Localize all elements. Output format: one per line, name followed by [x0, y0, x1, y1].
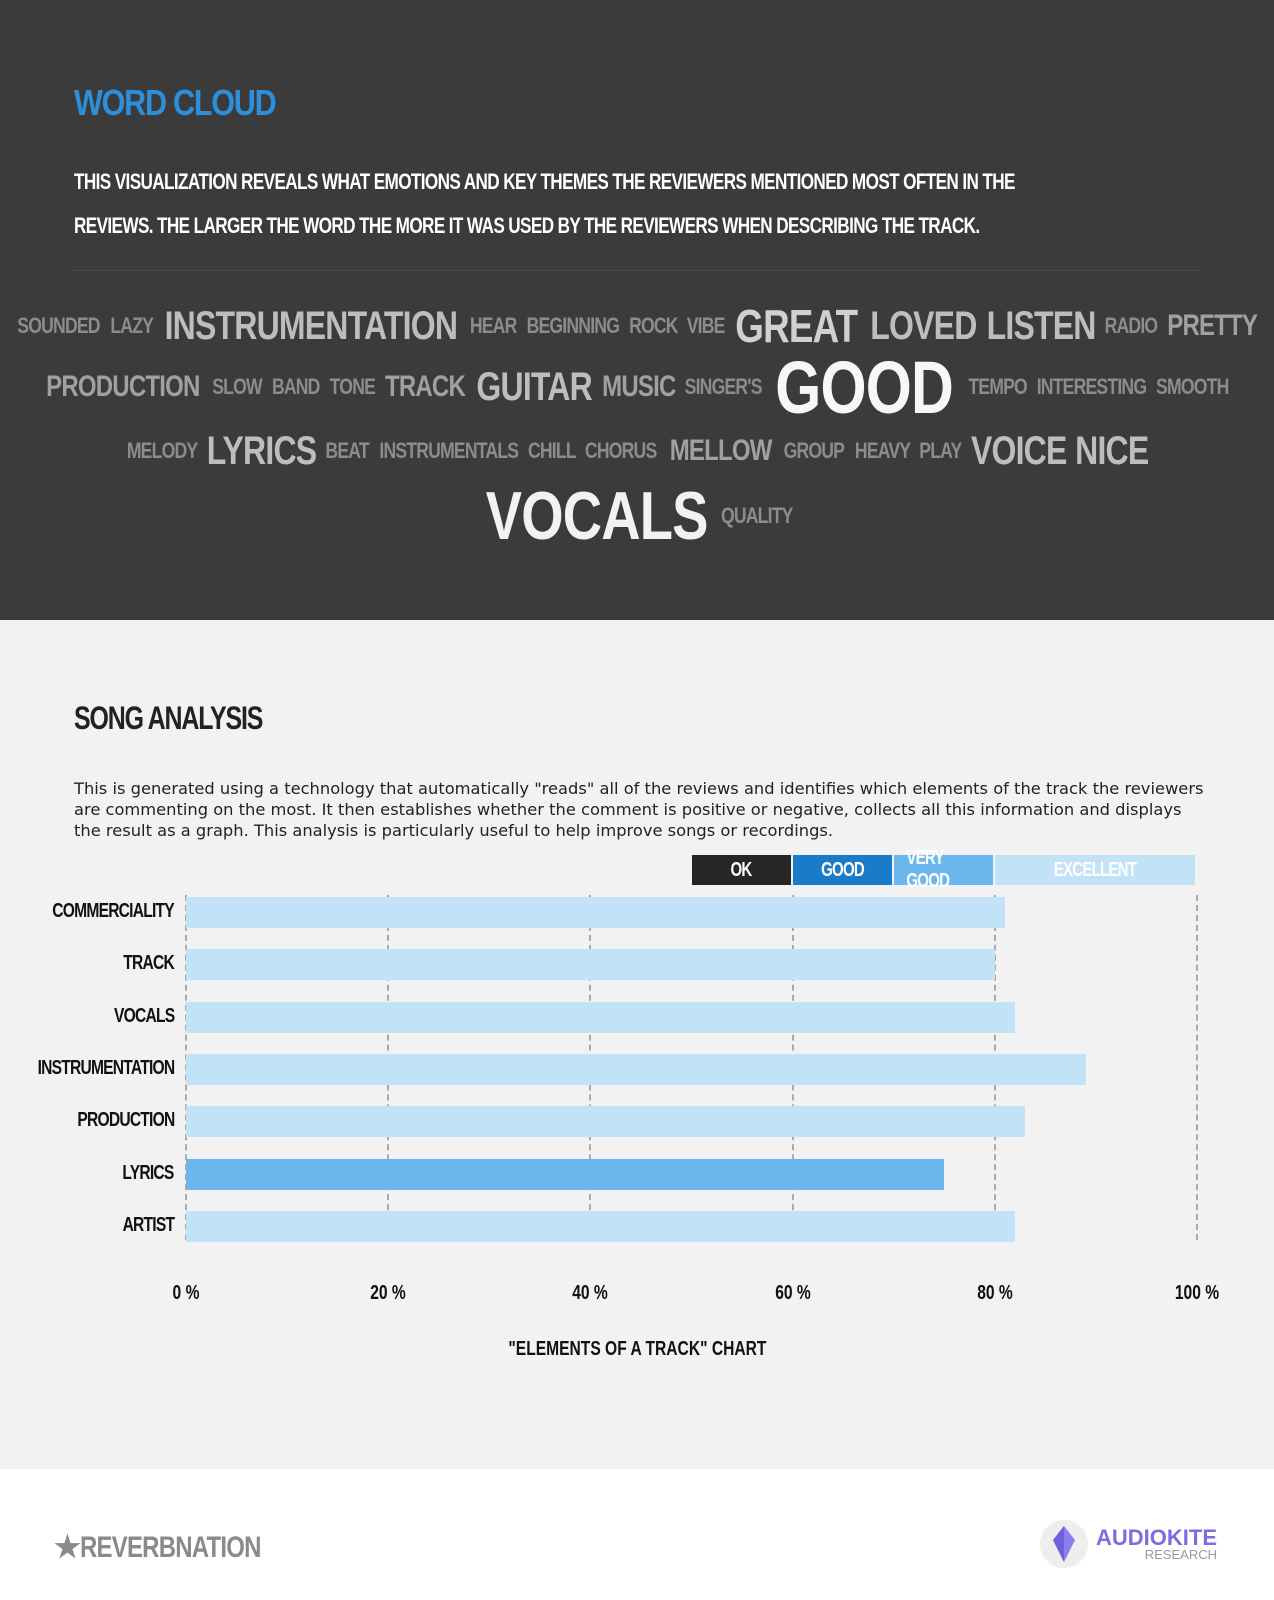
- word-great: GREAT: [734, 300, 858, 352]
- bar-vocals: [186, 1001, 1016, 1033]
- word-heavy: HEAVY: [854, 438, 910, 463]
- word-group: GROUP: [783, 438, 845, 463]
- legend-excellent: EXCELLENT: [994, 855, 1195, 885]
- song-analysis-description: This is generated using a technology tha…: [74, 779, 1204, 840]
- x-tick-label: 80 %: [977, 1282, 1013, 1304]
- chart-title: "ELEMENTS OF A TRACK" CHART: [0, 1338, 1274, 1361]
- word-sounded: SOUNDED: [17, 313, 100, 338]
- word-lyrics: LYRICS: [207, 428, 317, 473]
- word-rock: ROCK: [628, 313, 678, 338]
- word-instrumentation: INSTRUMENTATION: [164, 303, 458, 348]
- word-tone: TONE: [329, 374, 375, 399]
- word-pretty: PRETTY: [1167, 309, 1258, 342]
- bar-commerciality: [186, 897, 1005, 928]
- audiokite-sub: RESEARCH: [1144, 1546, 1217, 1562]
- word-chill: CHILL: [527, 438, 577, 463]
- word-beginning: BEGINNING: [526, 313, 619, 338]
- legend-good: GOOD: [792, 855, 892, 885]
- word-lazy: LAZY: [109, 313, 154, 338]
- legend-label: OK: [730, 858, 753, 881]
- word-production: PRODUCTION: [46, 370, 200, 403]
- word-band: BAND: [271, 374, 320, 399]
- legend-very-good: VERY GOOD: [893, 847, 993, 892]
- kite-icon: [1040, 1520, 1088, 1568]
- word-slow: SLOW: [211, 374, 262, 399]
- song-analysis-section: [0, 620, 1274, 1469]
- word-nice: NICE: [1075, 428, 1149, 473]
- bar-lyrics: [186, 1158, 945, 1190]
- category-label: TRACK: [123, 952, 174, 975]
- divider: [74, 270, 1200, 271]
- word-cloud-row: MELODY LYRICS BEAT INSTRUMENTALS CHILL CHORUS…: [60, 418, 1214, 484]
- audiokite-text: AUDIOKITE: [1096, 1524, 1217, 1550]
- bar-track: [186, 949, 995, 981]
- bar-production: [186, 1106, 1026, 1138]
- gridline: [1196, 895, 1198, 1240]
- legend-label: VERY GOOD: [906, 847, 950, 892]
- category-label: ARTIST: [122, 1213, 174, 1236]
- word-tempo: TEMPO: [968, 374, 1027, 399]
- word-cloud-section: WORD CLOUD This visualization reveals wh…: [0, 0, 1274, 620]
- star-icon: ★: [54, 1531, 81, 1564]
- word-smooth: SMOOTH: [1156, 374, 1229, 399]
- word-radio: RADIO: [1104, 313, 1159, 338]
- word-cloud-title: WORD CLOUD: [74, 82, 277, 123]
- word-play: PLAY: [919, 438, 962, 463]
- word-voice: VOICE: [970, 428, 1067, 473]
- word-beat: BEAT: [325, 438, 370, 463]
- word-guitar: GUITAR: [476, 364, 592, 409]
- word-vibe: VIBE: [686, 313, 726, 338]
- legend-label: GOOD: [820, 858, 865, 881]
- word-cloud-description: This visualization reveals what emotions…: [74, 169, 1015, 238]
- reverbnation-text: REVERBNATION: [79, 1530, 261, 1564]
- bar-instrumentation: [186, 1053, 1086, 1085]
- word-good: GOOD: [775, 345, 954, 429]
- word-loved: LOVED: [869, 303, 977, 348]
- legend-ok: OK: [691, 855, 791, 885]
- word-listen: LISTEN: [986, 303, 1097, 348]
- legend-label: EXCELLENT: [1053, 858, 1137, 881]
- word-singers: SINGER'S: [684, 374, 762, 399]
- bar-artist: [186, 1210, 1016, 1242]
- category-label: PRODUCTION: [76, 1109, 175, 1132]
- word-cloud-row: SOUNDED LAZY INSTRUMENTATION HEAR BEGINNING R…: [17, 296, 1258, 356]
- word-music: MUSIC: [602, 370, 676, 403]
- chart-title-text: "ELEMENTS OF A TRACK" CHART: [507, 1338, 767, 1360]
- word-track: TRACK: [385, 370, 466, 403]
- x-tick-label: 0 %: [172, 1282, 200, 1304]
- song-analysis-title: SONG ANALYSIS: [74, 700, 263, 736]
- word-cloud: SOUNDED LAZY INSTRUMENTATION HEAR BEGINNING R…: [17, 296, 1258, 554]
- x-tick-label: 100 %: [1174, 1282, 1220, 1304]
- word-cloud-row: PRODUCTION SLOW BAND TONE TRACK GUITAR MUSIC SI…: [46, 346, 1229, 429]
- category-label: COMMERCIALITY: [52, 900, 174, 922]
- word-hear: HEAR: [469, 313, 517, 338]
- word-chorus: CHORUS: [585, 438, 657, 463]
- audiokite-logo: AUDIOKITE RESEARCH: [1040, 1520, 1217, 1568]
- word-vocals: VOCALS: [485, 478, 709, 554]
- word-interesting: INTERESTING: [1036, 374, 1146, 399]
- word-melody: MELODY: [126, 438, 197, 463]
- category-label: VOCALS: [113, 1004, 175, 1027]
- word-cloud-row: VOCALS QUALITY: [60, 478, 1214, 554]
- x-tick-label: 40 %: [572, 1282, 609, 1304]
- word-quality: QUALITY: [721, 503, 794, 528]
- x-tick-label: 60 %: [774, 1282, 811, 1304]
- word-instrumentals: INSTRUMENTALS: [379, 438, 519, 463]
- reverbnation-logo: ★ REVERBNATION: [54, 1530, 306, 1565]
- category-label: INSTRUMENTATION: [37, 1056, 175, 1079]
- x-tick-label: 20 %: [370, 1282, 406, 1304]
- category-label: LYRICS: [122, 1161, 175, 1184]
- word-mellow: MELLOW: [669, 434, 772, 467]
